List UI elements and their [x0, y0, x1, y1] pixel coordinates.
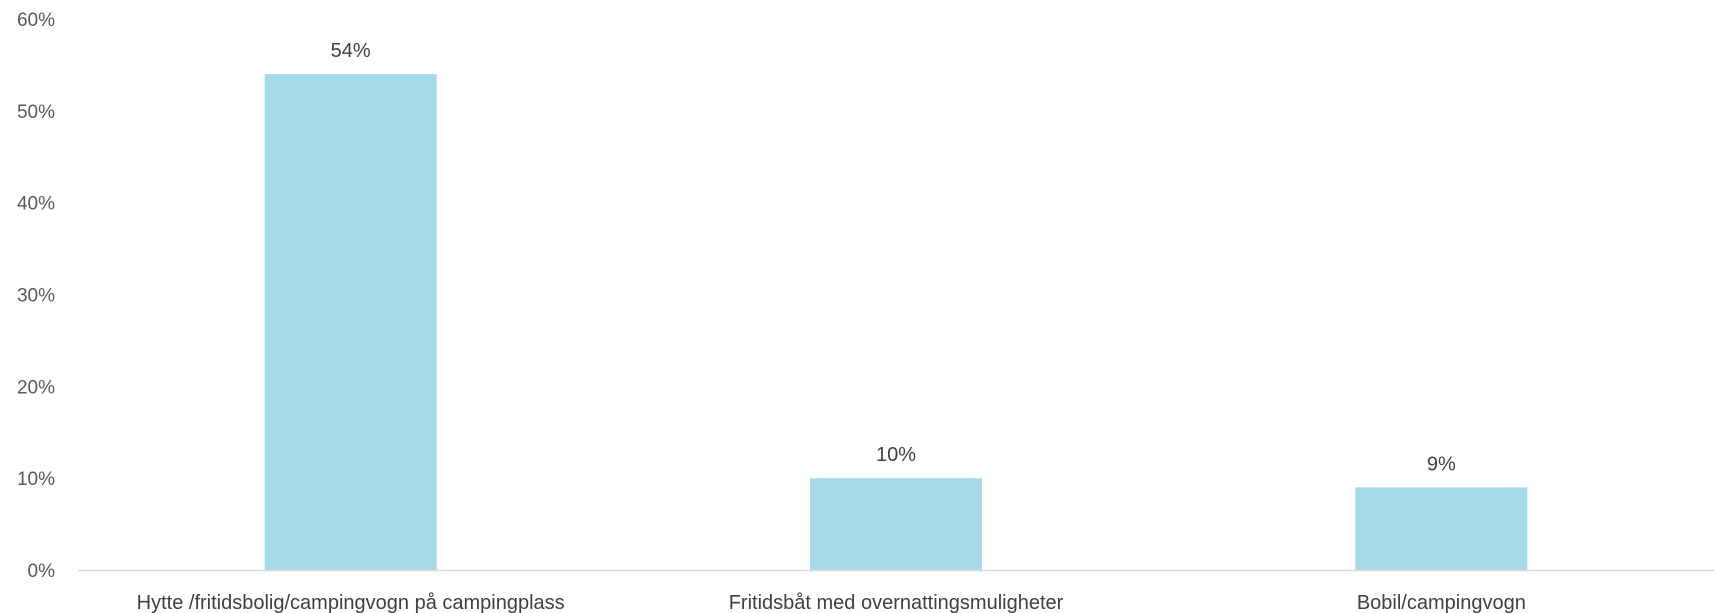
y-axis-ticks: 0% 10% 20% 30% 40% 50% 60% — [17, 10, 55, 582]
y-tick-label: 60% — [17, 10, 55, 31]
data-label: 54% — [331, 40, 371, 62]
data-label: 10% — [876, 444, 916, 466]
bars — [264, 74, 1528, 570]
bar — [810, 478, 982, 570]
y-tick-label: 10% — [17, 469, 55, 490]
category-label: Fritidsbåt med overnattingsmuligheter — [729, 592, 1064, 613]
y-tick-label: 30% — [17, 286, 55, 307]
data-labels: 54% 10% 9% — [331, 40, 1456, 475]
data-label: 9% — [1427, 453, 1456, 475]
bar — [1355, 487, 1528, 570]
y-tick-label: 20% — [17, 377, 55, 398]
category-label: Hytte /fritidsbolig/campingvogn på campi… — [137, 592, 565, 613]
category-label: Bobil/campingvogn — [1357, 592, 1526, 613]
y-tick-label: 50% — [17, 102, 55, 123]
y-tick-label: 0% — [28, 561, 56, 582]
y-tick-label: 40% — [17, 194, 55, 215]
bar — [264, 74, 437, 570]
category-labels: Hytte /fritidsbolig/campingvogn på campi… — [137, 592, 1526, 613]
